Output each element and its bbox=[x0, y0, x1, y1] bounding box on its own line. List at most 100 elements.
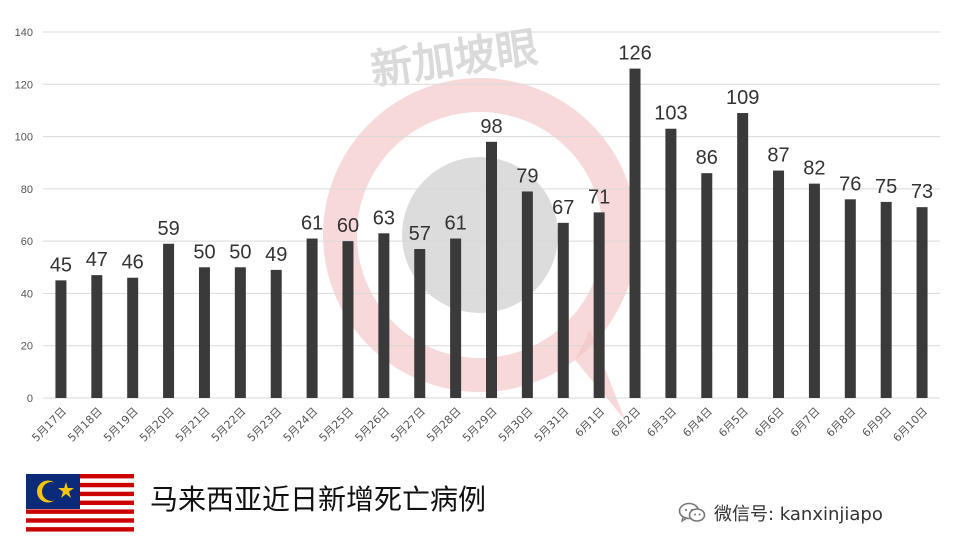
data-label: 49 bbox=[265, 244, 287, 266]
flag-stripe bbox=[26, 531, 134, 536]
bar bbox=[557, 222, 569, 398]
flag-stripe bbox=[26, 527, 134, 532]
bar bbox=[880, 201, 892, 398]
data-label: 67 bbox=[552, 197, 574, 219]
data-label: 86 bbox=[696, 147, 718, 169]
bar bbox=[306, 238, 318, 398]
data-labels: 45 47 46 59 50 50 49 61 60 63 57 61 98 79 67 71 126 103 86… bbox=[50, 43, 933, 277]
x-tick-label: 6月5日 bbox=[716, 405, 751, 440]
bar bbox=[521, 191, 533, 398]
data-label: 82 bbox=[803, 158, 825, 180]
y-tick-label: 140 bbox=[15, 27, 33, 39]
bar bbox=[414, 248, 426, 398]
data-label: 59 bbox=[157, 218, 179, 240]
data-label: 63 bbox=[373, 207, 395, 229]
data-label: 109 bbox=[726, 87, 759, 109]
flag-stripe bbox=[26, 518, 134, 524]
bar bbox=[55, 280, 67, 398]
bar-chart: 新加坡眼 0 20 40 60 80 100 120 140 45 47 46 59 50 50 49 61… bbox=[15, 23, 940, 445]
bar bbox=[808, 183, 820, 398]
x-axis: 5月17日5月18日5月19日5月20日5月21日5月22日5月23日5月24日… bbox=[29, 405, 930, 445]
data-label: 71 bbox=[588, 186, 610, 208]
y-tick-label: 40 bbox=[21, 288, 33, 300]
data-label: 50 bbox=[229, 241, 251, 263]
data-label: 87 bbox=[767, 145, 789, 167]
bar bbox=[127, 277, 139, 398]
bar bbox=[844, 199, 856, 398]
x-tick-label: 5月30日 bbox=[496, 405, 536, 445]
bar bbox=[773, 170, 785, 398]
x-tick-label: 5月22日 bbox=[209, 405, 249, 445]
x-tick-label: 5月31日 bbox=[532, 405, 572, 445]
bar bbox=[198, 267, 210, 398]
x-tick-label: 6月10日 bbox=[891, 405, 931, 445]
bar bbox=[701, 173, 713, 398]
wechat-id: 微信号: kanxinjiapo bbox=[678, 500, 883, 526]
malaysia-flag-icon bbox=[26, 474, 134, 536]
data-label: 47 bbox=[86, 249, 108, 271]
watermark: 新加坡眼 bbox=[323, 23, 637, 420]
bar bbox=[629, 68, 641, 398]
bars bbox=[55, 68, 928, 399]
data-label: 126 bbox=[618, 43, 651, 65]
bar bbox=[91, 275, 103, 398]
data-label: 45 bbox=[50, 254, 72, 276]
x-tick-label: 6月4日 bbox=[680, 405, 715, 440]
y-tick-label: 120 bbox=[15, 79, 33, 91]
x-tick-label: 5月27日 bbox=[388, 405, 428, 445]
x-tick-label: 5月21日 bbox=[173, 405, 213, 445]
bar bbox=[378, 233, 390, 398]
data-label: 60 bbox=[337, 215, 359, 237]
data-label: 79 bbox=[516, 165, 538, 187]
y-axis: 0 20 40 60 80 100 120 140 bbox=[15, 27, 33, 405]
bar bbox=[916, 207, 928, 398]
data-label: 46 bbox=[122, 252, 144, 274]
wechat-id-text: 微信号: kanxinjiapo bbox=[714, 504, 883, 525]
y-tick-label: 80 bbox=[21, 184, 33, 196]
data-label: 50 bbox=[193, 241, 215, 263]
data-label: 75 bbox=[875, 176, 897, 198]
x-tick-label: 6月3日 bbox=[644, 405, 679, 440]
data-label: 61 bbox=[301, 213, 323, 235]
data-label: 76 bbox=[839, 173, 861, 195]
x-tick-label: 6月6日 bbox=[752, 405, 787, 440]
bar bbox=[486, 141, 497, 399]
data-label: 57 bbox=[409, 223, 431, 245]
y-tick-label: 100 bbox=[15, 132, 33, 144]
data-label: 98 bbox=[480, 116, 502, 138]
data-label: 61 bbox=[444, 213, 466, 235]
x-tick-label: 6月8日 bbox=[824, 405, 859, 440]
data-label: 103 bbox=[654, 103, 687, 125]
x-tick-label: 6月2日 bbox=[608, 405, 643, 440]
y-tick-label: 20 bbox=[21, 341, 33, 353]
x-tick-label: 5月24日 bbox=[281, 405, 321, 445]
y-tick-label: 0 bbox=[27, 393, 33, 405]
x-tick-label: 5月18日 bbox=[65, 405, 105, 445]
x-tick-label: 6月7日 bbox=[788, 405, 823, 440]
x-tick-label: 5月25日 bbox=[317, 405, 357, 445]
bar bbox=[342, 241, 354, 398]
x-tick-label: 5月26日 bbox=[352, 405, 392, 445]
x-tick-label: 6月9日 bbox=[860, 405, 895, 440]
x-tick-label: 5月28日 bbox=[424, 405, 464, 445]
y-tick-label: 60 bbox=[21, 236, 33, 248]
data-label: 73 bbox=[911, 181, 933, 203]
flag-stripe bbox=[26, 513, 134, 519]
wechat-icon bbox=[678, 502, 706, 523]
bar bbox=[234, 267, 246, 398]
bar bbox=[737, 113, 749, 399]
x-tick-label: 5月20日 bbox=[137, 405, 177, 445]
bar bbox=[665, 128, 677, 398]
x-tick-label: 5月17日 bbox=[29, 405, 69, 445]
x-tick-label: 5月23日 bbox=[245, 405, 285, 445]
chart-title: 马来西亚近日新增死亡病例 bbox=[150, 483, 487, 516]
bar bbox=[163, 243, 175, 398]
x-tick-label: 6月1日 bbox=[573, 405, 608, 440]
bar bbox=[270, 269, 282, 398]
bar bbox=[593, 212, 605, 398]
bar bbox=[450, 238, 462, 398]
x-tick-label: 5月29日 bbox=[460, 405, 500, 445]
flag-stripe bbox=[26, 509, 134, 515]
flag-stripe bbox=[26, 522, 134, 528]
x-tick-label: 5月19日 bbox=[101, 405, 141, 445]
